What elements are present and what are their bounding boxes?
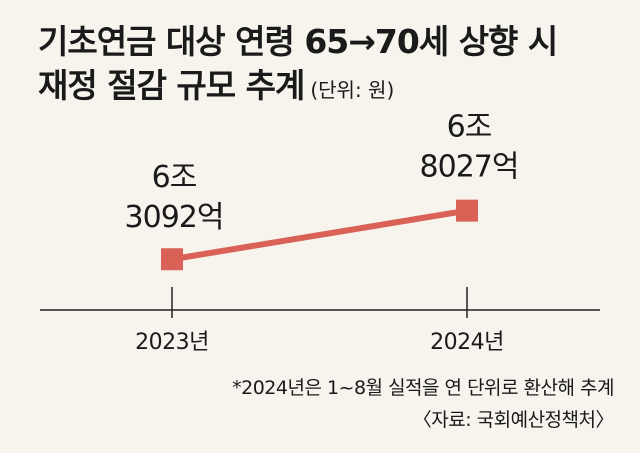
data-point-marker bbox=[161, 248, 183, 271]
data-label: 6조 bbox=[152, 160, 197, 195]
x-tick-label: 2023년 bbox=[135, 330, 209, 355]
footnote-source: 〈자료: 국회예산정책처〉 bbox=[412, 409, 615, 431]
data-label: 6조 bbox=[447, 110, 492, 145]
title-line-1: 기초연금 대상 연령 65→70세 상향 시 bbox=[38, 22, 558, 61]
chart-title: 기초연금 대상 연령 65→70세 상향 시 재정 절감 규모 추계 (단위: 원… bbox=[38, 20, 558, 112]
series-line bbox=[171, 207, 468, 263]
unit-label: (단위: 원) bbox=[310, 78, 395, 102]
footnote-note: *2024년은 1~8월 실적을 연 단위로 환산해 추계 bbox=[232, 377, 614, 399]
data-label: 3092억 bbox=[125, 200, 224, 235]
data-point-marker bbox=[456, 199, 478, 222]
title-line-2-text: 재정 절감 규모 추계 bbox=[38, 66, 305, 105]
title-line-2: 재정 절감 규모 추계 (단위: 원) bbox=[38, 64, 557, 112]
data-label: 8027억 bbox=[420, 150, 519, 185]
x-tick-label: 2024년 bbox=[430, 330, 504, 355]
footnote: *2024년은 1~8월 실적을 연 단위로 환산해 추계 〈자료: 국회예산정… bbox=[232, 372, 614, 436]
